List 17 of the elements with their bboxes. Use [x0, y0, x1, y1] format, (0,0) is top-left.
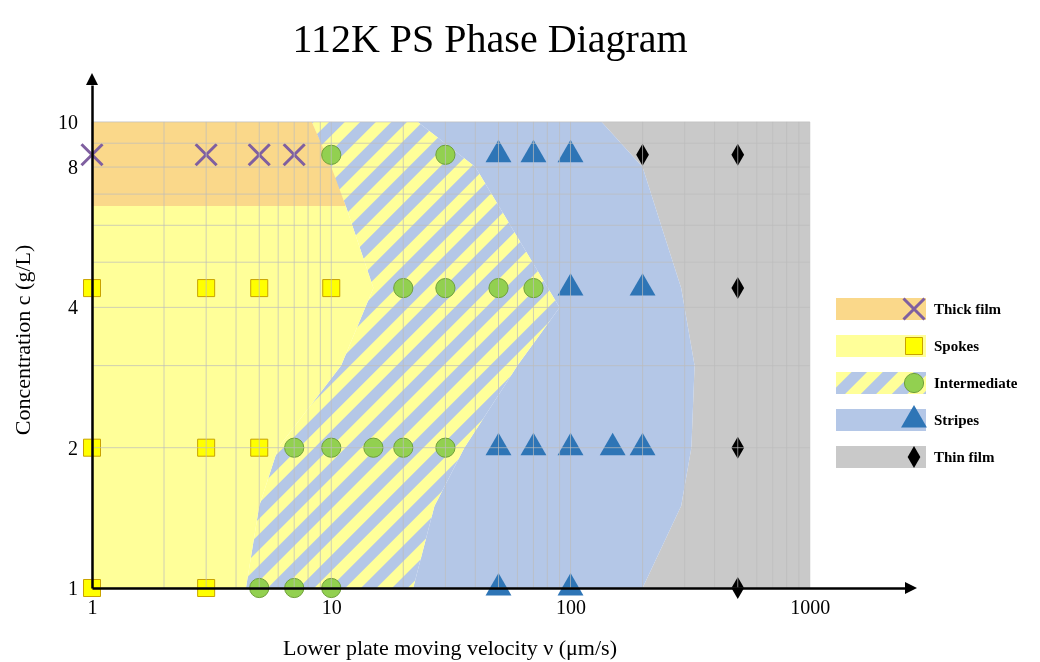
legend-label: Intermediate — [934, 375, 1018, 391]
x-tick-label: 100 — [556, 596, 587, 619]
x-tick-label: 1000 — [790, 596, 831, 619]
legend-label: Thick film — [934, 301, 1002, 317]
legend-label: Thin film — [934, 449, 995, 465]
y-tick-label: 1 — [68, 576, 78, 599]
chart-title: 112K PS Phase Diagram — [292, 16, 688, 61]
x-tick-label: 10 — [321, 596, 342, 619]
legend-label: Stripes — [934, 412, 980, 428]
x-tick-label: 1 — [87, 596, 98, 619]
y-tick-label: 10 — [58, 110, 78, 133]
y-tick-label: 4 — [68, 296, 78, 319]
y-tick-label: 2 — [68, 436, 78, 459]
x-axis-title: Lower plate moving velocity ν (μm/s) — [283, 635, 617, 660]
legend-label: Spokes — [934, 338, 980, 354]
y-axis-title: Concentration c (g/L) — [10, 244, 35, 436]
y-tick-label: 8 — [68, 155, 78, 178]
